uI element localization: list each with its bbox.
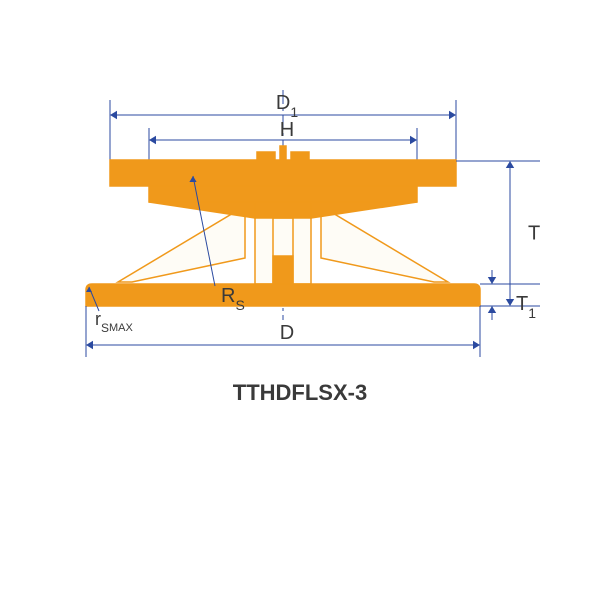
mid-ring: [149, 186, 417, 202]
label-T1: T1: [516, 293, 536, 321]
label-rsmax: rSMAX: [95, 309, 134, 335]
bearing-diagram: D1HTT1DRSrSMAXTTHDFLSX-3: [0, 0, 600, 600]
label-T: T: [528, 223, 540, 245]
bottom-ring: [86, 284, 480, 306]
roller-left: [118, 206, 245, 282]
label-D: D: [280, 322, 294, 344]
figure-title: TTHDFLSX-3: [233, 380, 367, 405]
top-ring: [110, 146, 456, 186]
label-H: H: [280, 119, 294, 141]
roller-right: [321, 206, 448, 282]
label-D1: D1: [276, 92, 298, 120]
